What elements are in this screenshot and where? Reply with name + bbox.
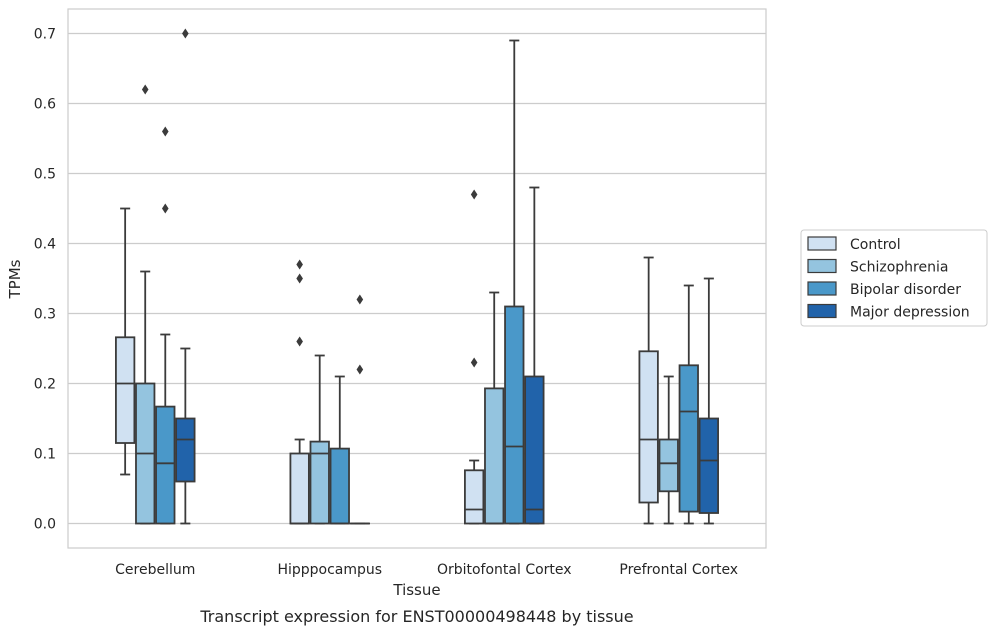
box-iqr — [680, 365, 698, 511]
box-iqr — [290, 454, 308, 524]
box-group — [136, 85, 154, 524]
box-iqr — [525, 377, 543, 524]
legend-swatch — [808, 305, 836, 318]
outlier-point — [471, 358, 478, 368]
box-iqr — [639, 351, 657, 502]
legend-swatch — [808, 260, 836, 273]
box-group — [680, 286, 698, 524]
outlier-point — [296, 274, 303, 284]
outlier-point — [296, 337, 303, 347]
box-group — [331, 377, 349, 524]
outlier-point — [162, 127, 169, 137]
box-iqr — [485, 388, 503, 523]
box-group — [116, 209, 134, 475]
x-axis-label: Tissue — [392, 581, 440, 599]
y-axis-label: TPMs — [6, 259, 24, 299]
box-iqr — [331, 449, 349, 524]
legend-label: Bipolar disorder — [850, 282, 961, 298]
outlier-point — [471, 190, 478, 200]
legend: Control Schizophrenia Bipolar disorder Majo… — [801, 230, 987, 326]
box-group — [176, 29, 194, 524]
y-tick-label: 0.4 — [34, 237, 56, 253]
y-tick-label: 0.0 — [34, 517, 56, 533]
y-tick-label: 0.3 — [34, 307, 56, 323]
box-group — [505, 41, 523, 524]
box-iqr — [505, 307, 523, 524]
box-group — [700, 279, 718, 524]
box-group — [290, 260, 308, 524]
outlier-point — [142, 85, 149, 95]
legend-label: Control — [850, 237, 901, 253]
y-axis-ticks: 0.0 0.1 0.2 0.3 0.4 0.5 0.6 0.7 — [34, 27, 56, 533]
legend-swatch — [808, 282, 836, 295]
box-group — [659, 377, 677, 524]
box-iqr — [156, 407, 174, 524]
outlier-point — [357, 295, 364, 305]
y-tick-label: 0.6 — [34, 97, 56, 113]
x-axis-ticks: Cerebellum Hipppocampus Orbitofontal Corte… — [115, 562, 738, 578]
box-group — [351, 295, 369, 524]
boxes — [116, 29, 718, 524]
x-tick-label: Prefrontal Cortex — [619, 562, 738, 578]
outlier-point — [162, 204, 169, 214]
legend-label: Schizophrenia — [850, 260, 948, 276]
box-group — [639, 258, 657, 524]
box-iqr — [700, 419, 718, 514]
x-tick-label: Orbitofontal Cortex — [437, 562, 572, 578]
box-iqr — [465, 470, 483, 523]
outlier-point — [296, 260, 303, 270]
outlier-point — [357, 365, 364, 375]
box-iqr — [659, 440, 677, 492]
box-group — [156, 127, 174, 524]
x-tick-label: Hipppocampus — [277, 562, 382, 578]
box-group — [310, 356, 328, 524]
outlier-point — [182, 29, 189, 39]
legend-label: Major depression — [850, 305, 970, 321]
legend-swatch — [808, 237, 836, 250]
box-group — [525, 188, 543, 524]
box-group — [485, 293, 503, 524]
x-tick-label: Cerebellum — [115, 562, 195, 578]
box-iqr — [176, 419, 194, 482]
y-tick-label: 0.2 — [34, 377, 56, 393]
box-group — [465, 190, 483, 524]
box-iqr — [116, 337, 134, 443]
y-tick-label: 0.1 — [34, 447, 56, 463]
y-tick-label: 0.7 — [34, 27, 56, 43]
figure-caption: Transcript expression for ENST0000049844… — [199, 607, 633, 626]
y-tick-label: 0.5 — [34, 167, 56, 183]
